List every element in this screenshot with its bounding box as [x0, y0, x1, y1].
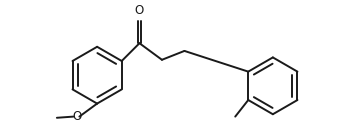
Text: O: O	[135, 4, 144, 17]
Text: O: O	[72, 110, 82, 123]
